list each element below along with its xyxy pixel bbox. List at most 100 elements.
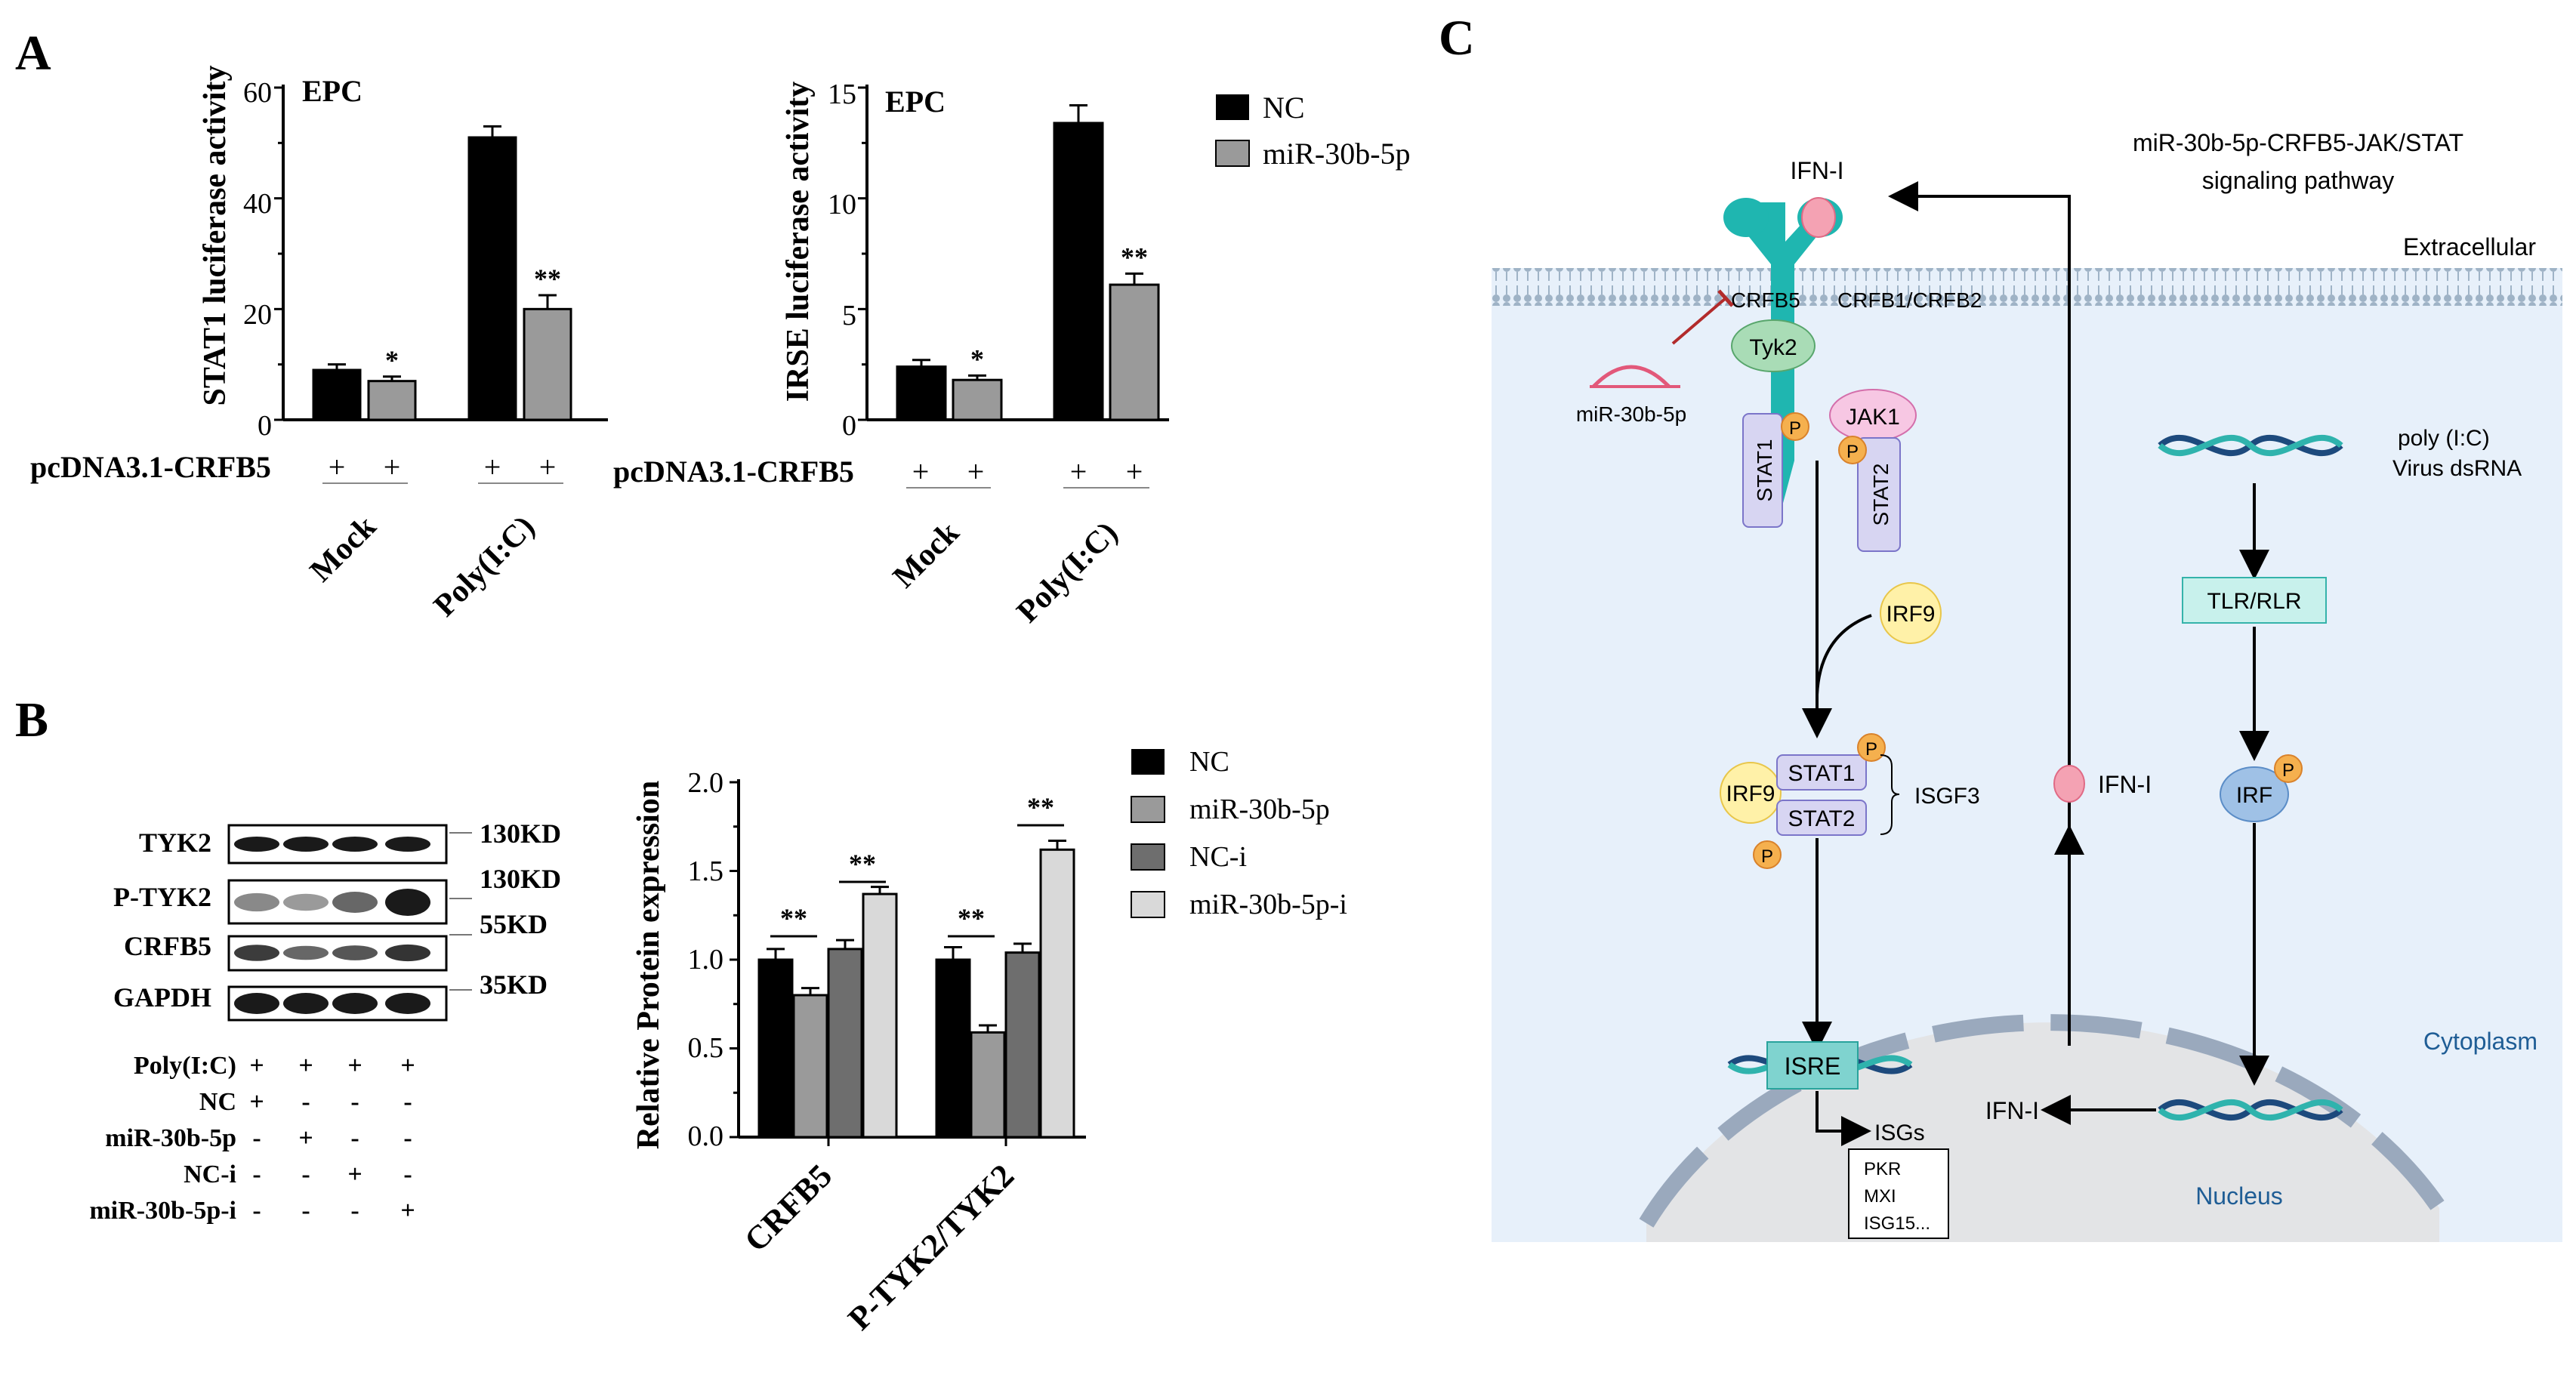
blot-band xyxy=(385,837,430,852)
phospho-label: P xyxy=(1846,442,1859,462)
blot-band xyxy=(332,993,378,1014)
inhibition-bar xyxy=(1717,289,1734,307)
bar-nc-i xyxy=(827,948,863,1139)
blot-label: P-TYK2 xyxy=(113,882,211,912)
legend-label: miR-30b-5p xyxy=(1189,794,1330,825)
isg-list-box xyxy=(1848,1148,1949,1239)
phospho-group xyxy=(1838,436,1867,464)
y-tick-label: 2.0 xyxy=(688,767,724,799)
pathway-title: miR-30b-5p-CRFB5-JAK/STAT xyxy=(2133,129,2463,156)
ifn-ligand xyxy=(1801,197,1836,238)
legend-swatch-nc xyxy=(1216,94,1249,120)
blot-band xyxy=(332,837,378,852)
plus-sign: + xyxy=(329,450,346,484)
row-label: pcDNA3.1-CRFB5 xyxy=(30,450,271,484)
significance-mark: * xyxy=(385,345,399,375)
tyk2-kinase xyxy=(1731,319,1816,372)
panel-b-legend: NC miR-30b-5p NC-i miR-30b-5p-i xyxy=(1131,746,1347,920)
significance-mark: ** xyxy=(780,903,807,933)
x-category-label: P-TYK2/TYK2 xyxy=(841,1157,1021,1337)
bar-nc xyxy=(896,365,947,421)
mirna-label: miR-30b-5p xyxy=(1576,402,1686,426)
inhibition-line xyxy=(1671,297,1727,345)
blot-band xyxy=(332,892,378,913)
treatment-symbol: - xyxy=(350,1124,359,1152)
treatment-symbol: + xyxy=(249,1088,264,1116)
significance-mark: * xyxy=(970,344,984,374)
y-tick-label: 0 xyxy=(842,410,856,442)
bar-mir-30b-5p-i xyxy=(862,892,898,1139)
y-tick-label: 1.5 xyxy=(688,855,724,887)
treatment-label: Poly(I:C) xyxy=(134,1052,236,1080)
treatment-symbol: - xyxy=(350,1197,359,1225)
plus-sign: + xyxy=(539,450,557,484)
stat2-label: STAT2 xyxy=(1869,464,1893,526)
inset-label: EPC xyxy=(885,85,946,119)
legend-label: NC xyxy=(1189,746,1229,778)
treatment-symbol: - xyxy=(301,1197,310,1225)
treatment-symbol: + xyxy=(249,1052,264,1080)
western-blot: TYK2 P-TYK2 CRFB5 GAPDH 130KD 130KD 55KD… xyxy=(89,818,561,1225)
bar-nc xyxy=(312,368,362,421)
isgf3-bracket xyxy=(1880,754,1900,835)
ifn-molecule xyxy=(2053,765,2085,803)
stat1-label: STAT1 xyxy=(1788,761,1856,786)
stat1-label: STAT1 xyxy=(1753,439,1776,502)
bar-nc-i xyxy=(1004,951,1041,1139)
jak1-label: JAK1 xyxy=(1846,405,1900,430)
treatment-symbol: - xyxy=(403,1124,412,1152)
dna-strand xyxy=(2158,1099,2343,1121)
dsrna-strand xyxy=(2158,434,2343,457)
blot-band xyxy=(283,993,329,1014)
legend-label: miR-30b-5p-i xyxy=(1189,889,1347,920)
receptor-arm xyxy=(1723,198,1769,237)
irf9-label: IRF9 xyxy=(1886,602,1935,627)
y-tick-label: 15 xyxy=(828,79,856,110)
panel-label-b: B xyxy=(15,692,48,747)
irf9-in-isgf3 xyxy=(1720,762,1782,824)
legend-label: miR-30b-5p xyxy=(1263,137,1411,171)
plus-sign: + xyxy=(912,455,930,489)
isgf3-label: ISGF3 xyxy=(1914,784,1980,809)
bar-mir-30b-5p xyxy=(952,378,1003,421)
y-tick-label: 0 xyxy=(258,410,272,442)
plus-sign: + xyxy=(967,455,985,489)
size-marker: 130KD xyxy=(480,864,561,894)
blot-label: GAPDH xyxy=(113,982,211,1013)
isre-element xyxy=(1766,1041,1859,1090)
plus-sign: + xyxy=(1126,455,1143,489)
x-category-label: CRFB5 xyxy=(737,1157,839,1259)
treatment-symbol: - xyxy=(252,1161,261,1188)
x-category-label: Mock xyxy=(887,515,967,595)
y-tick-label: 0.5 xyxy=(688,1032,724,1064)
y-axis-label: STAT1 luciferase activity xyxy=(198,65,233,405)
ifn-nuclear-label: IFN-I xyxy=(1985,1097,2039,1124)
treatment-symbol: + xyxy=(400,1197,415,1225)
legend-swatch-mir xyxy=(1131,796,1165,823)
bar-mir-30b-5p xyxy=(792,994,828,1139)
x-category-label: Mock xyxy=(304,509,384,589)
nucleus-label: Nucleus xyxy=(2195,1182,2283,1210)
ifn-feedback-arrow xyxy=(1888,181,2071,1046)
treatment-label: NC xyxy=(199,1088,236,1116)
stat1-luciferase-chart: EPC STAT1 luciferase activity 0 20 40 60… xyxy=(30,65,608,624)
treatment-label: miR-30b-5p-i xyxy=(89,1197,236,1225)
irf9-protein xyxy=(1880,582,1942,644)
legend-swatch-nc xyxy=(1131,749,1165,775)
tlr-rlr-label: TLR/RLR xyxy=(2207,589,2301,614)
blot-band xyxy=(283,837,329,852)
treatment-symbol: + xyxy=(400,1052,415,1080)
isg-transcription-arrow xyxy=(1816,1091,1871,1146)
bar-nc xyxy=(757,958,794,1139)
stat2-box xyxy=(1857,437,1901,552)
size-marker: 35KD xyxy=(480,969,548,1000)
irse-luciferase-chart: EPC IRSE luciferase activity 0 5 10 15 p… xyxy=(613,79,1169,630)
treatment-label: NC-i xyxy=(184,1161,236,1188)
inset-label: EPC xyxy=(302,74,362,108)
blot-band xyxy=(385,889,430,916)
y-tick-label: 10 xyxy=(828,189,856,220)
crfb1-label: CRFB1/CRFB2 xyxy=(1837,288,1982,312)
panel-label-c: C xyxy=(1439,11,1475,66)
